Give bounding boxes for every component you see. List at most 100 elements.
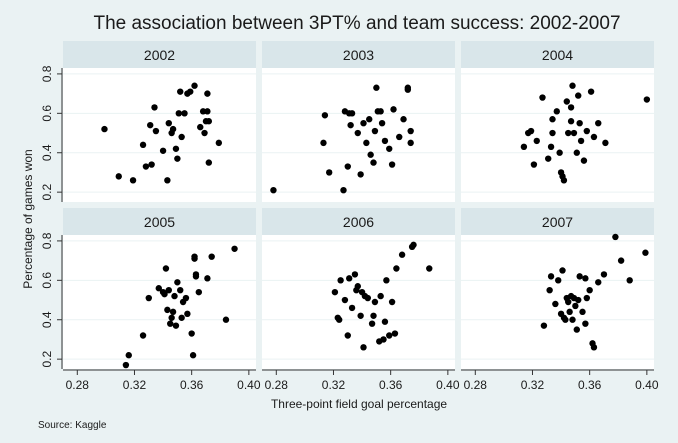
data-point bbox=[164, 177, 171, 184]
data-point bbox=[165, 119, 172, 127]
data-point bbox=[626, 277, 633, 284]
data-point bbox=[101, 125, 108, 133]
data-point bbox=[600, 271, 608, 278]
data-point bbox=[165, 286, 172, 294]
data-point bbox=[122, 361, 130, 369]
data-point bbox=[360, 119, 367, 127]
x-tick-label: 0.28 bbox=[66, 378, 90, 392]
data-point bbox=[540, 322, 548, 329]
panel-plot-area bbox=[461, 68, 654, 202]
data-point bbox=[583, 294, 591, 302]
y-tick-label: 0.8 bbox=[40, 65, 54, 82]
data-point bbox=[159, 147, 167, 154]
panel-2003: 2003 bbox=[262, 41, 455, 202]
data-point bbox=[347, 121, 354, 129]
data-point bbox=[546, 286, 553, 294]
data-point bbox=[576, 119, 583, 127]
data-point bbox=[155, 285, 162, 292]
data-point bbox=[371, 127, 379, 135]
data-point bbox=[368, 320, 376, 327]
data-point bbox=[360, 344, 367, 351]
data-point bbox=[566, 308, 573, 316]
data-point bbox=[182, 294, 190, 302]
data-point bbox=[139, 332, 147, 339]
data-point bbox=[205, 159, 213, 166]
data-point bbox=[175, 110, 182, 117]
data-point bbox=[381, 137, 389, 145]
data-point bbox=[147, 121, 154, 129]
data-point bbox=[325, 169, 333, 176]
data-point bbox=[400, 116, 407, 123]
x-tick-label: 0.36 bbox=[180, 378, 204, 392]
y-tick-label: 0.4 bbox=[40, 144, 54, 161]
data-point bbox=[348, 110, 356, 117]
data-point bbox=[148, 161, 155, 168]
data-point bbox=[370, 312, 377, 319]
data-point bbox=[354, 129, 361, 137]
data-point bbox=[164, 306, 171, 314]
data-point bbox=[560, 177, 568, 184]
data-point bbox=[341, 296, 349, 304]
data-point bbox=[373, 84, 380, 91]
data-point bbox=[533, 137, 540, 145]
panel-strip bbox=[461, 208, 654, 235]
data-point bbox=[612, 233, 619, 241]
panel-strip bbox=[63, 41, 256, 68]
data-point bbox=[162, 265, 170, 272]
data-point bbox=[348, 304, 356, 312]
data-point bbox=[187, 88, 194, 95]
data-point bbox=[174, 279, 181, 286]
data-point bbox=[205, 118, 213, 125]
x-tick-label: 0.40 bbox=[635, 378, 659, 392]
data-point bbox=[336, 316, 343, 323]
data-point bbox=[346, 275, 353, 282]
data-point bbox=[553, 108, 560, 115]
data-point bbox=[171, 292, 178, 300]
data-point bbox=[201, 129, 208, 137]
data-point bbox=[344, 332, 351, 339]
data-point bbox=[549, 116, 556, 123]
data-point bbox=[191, 255, 198, 262]
data-point bbox=[177, 88, 184, 95]
data-point bbox=[152, 127, 160, 135]
data-point bbox=[565, 129, 572, 137]
data-point bbox=[582, 275, 589, 282]
data-point bbox=[572, 302, 579, 310]
panel-strip-label: 2003 bbox=[343, 47, 374, 63]
data-point bbox=[167, 320, 174, 327]
data-point bbox=[357, 312, 364, 319]
data-point bbox=[426, 265, 433, 272]
data-point bbox=[129, 177, 137, 184]
data-point bbox=[351, 271, 359, 278]
panel-plot-area bbox=[63, 235, 256, 369]
panel-strip bbox=[262, 41, 455, 68]
data-point bbox=[125, 352, 132, 359]
source-note: Source: Kaggle bbox=[38, 420, 107, 431]
panel-strip-label: 2005 bbox=[144, 214, 175, 230]
chart-title: The association between 3PT% and team su… bbox=[93, 13, 620, 34]
data-point bbox=[388, 161, 396, 168]
data-point bbox=[357, 171, 364, 178]
data-point bbox=[320, 139, 327, 147]
data-point bbox=[407, 139, 414, 147]
panel-2007: 2007 0.28 0.32 0.36 0.40 bbox=[461, 208, 659, 392]
panel-strip bbox=[63, 208, 256, 235]
data-point bbox=[586, 286, 593, 294]
data-point bbox=[549, 129, 556, 137]
data-point bbox=[270, 186, 277, 194]
data-point bbox=[595, 279, 602, 286]
data-point bbox=[555, 277, 562, 284]
data-point bbox=[602, 139, 609, 147]
data-point bbox=[161, 290, 168, 298]
data-point bbox=[178, 133, 185, 141]
data-point bbox=[565, 298, 572, 306]
data-point bbox=[142, 163, 150, 170]
y-tick-label: 0.2 bbox=[40, 350, 54, 367]
x-tick-label: 0.40 bbox=[436, 378, 460, 392]
data-point bbox=[582, 320, 589, 327]
data-point bbox=[204, 90, 211, 97]
data-point bbox=[391, 330, 399, 337]
data-point bbox=[188, 330, 195, 337]
y-tick-label: 0.6 bbox=[40, 272, 54, 289]
